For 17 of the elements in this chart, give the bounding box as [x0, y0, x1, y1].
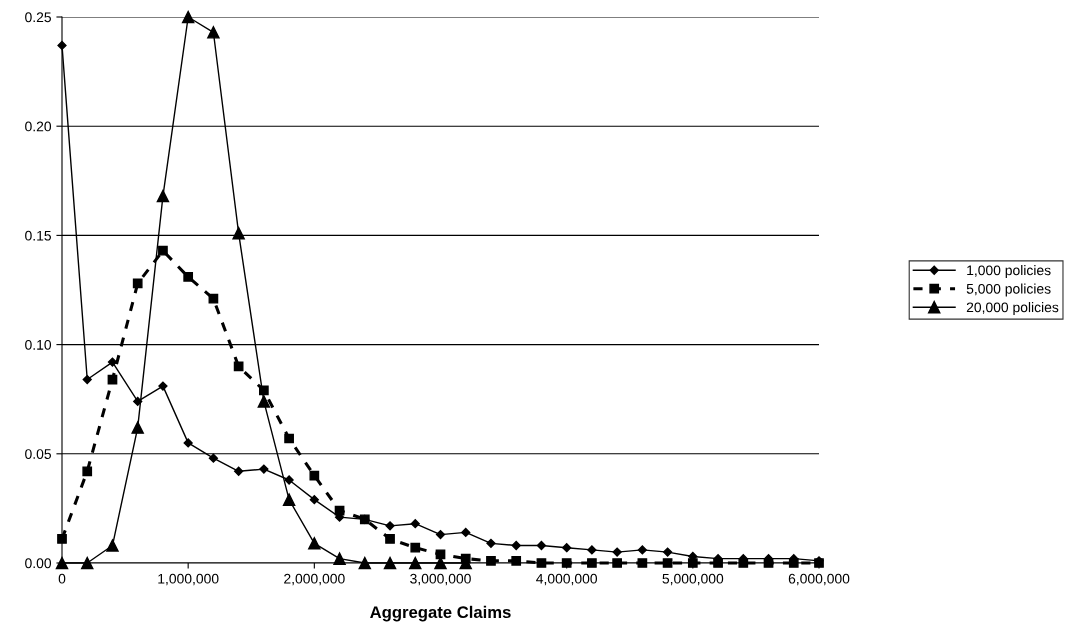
y-tick-label: 0.25 [25, 12, 51, 23]
x-tick-label: 6,000,000 [788, 573, 850, 586]
legend-label: 20,000 policies [966, 302, 1059, 315]
y-tick-label: 0.05 [25, 449, 51, 459]
x-tick-label: 0 [58, 573, 66, 584]
legend-label: 5,000 policies [966, 283, 1051, 297]
y-tick-label: 0.20 [25, 121, 52, 132]
x-tick-label: 4,000,000 [536, 573, 598, 586]
x-tick-label: 2,000,000 [284, 573, 345, 586]
x-axis-title: Aggregate Claims [370, 605, 511, 622]
y-tick-label: 0.00 [25, 558, 52, 569]
y-tick-label: 0.10 [25, 339, 52, 350]
legend-label: 1,000 policies [967, 265, 1051, 278]
x-tick-label: 5,000,000 [662, 573, 724, 586]
x-tick-label: 3,000,000 [410, 573, 471, 586]
y-tick-label: 0.15 [25, 230, 51, 241]
x-tick-label: 1,000,000 [158, 573, 219, 586]
